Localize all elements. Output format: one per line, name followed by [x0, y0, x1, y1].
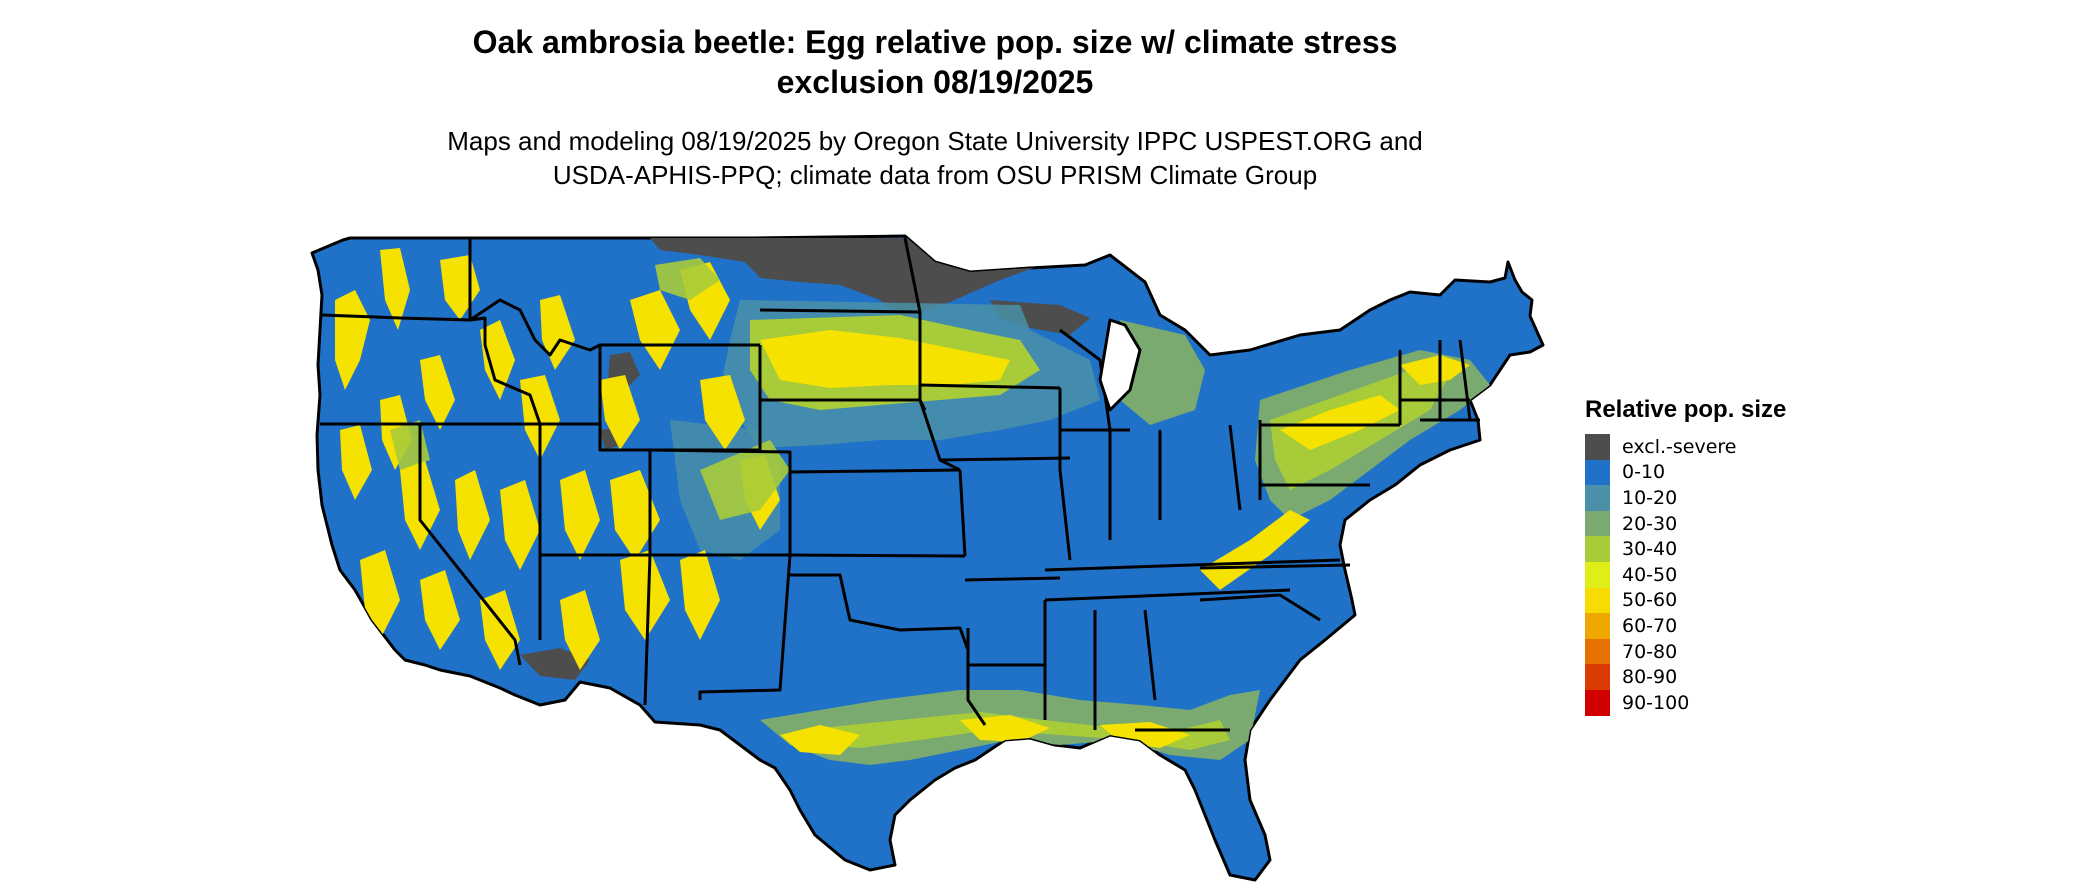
transition-belt-michigan [1120, 320, 1205, 425]
title-line-1: Oak ambrosia beetle: Egg relative pop. s… [472, 24, 1398, 60]
legend-items: excl.-severe 0-10 10-20 20-30 30-40 40-50 50-6… [1585, 434, 1786, 716]
legend-item: excl.-severe [1585, 434, 1786, 460]
legend-label: 10-20 [1622, 486, 1678, 509]
legend-swatch [1585, 510, 1610, 537]
legend-label: 40-50 [1622, 563, 1678, 586]
legend-item: 0-10 [1585, 459, 1786, 486]
legend-label: excl.-severe [1622, 435, 1737, 458]
western-mountain-lime [390, 258, 790, 520]
yellow-belt-ne-coast [1400, 355, 1470, 385]
legend-label: 60-70 [1622, 614, 1678, 637]
legend-label: 70-80 [1622, 640, 1678, 663]
legend-swatch [1585, 689, 1610, 716]
legend-label: 20-30 [1622, 512, 1678, 535]
subtitle-line-1: Maps and modeling 08/19/2025 by Oregon S… [447, 126, 1423, 156]
map-legend: Relative pop. size excl.-severe 0-10 10-20… [1585, 396, 1786, 716]
legend-item: 80-90 [1585, 664, 1786, 690]
legend-label: 50-60 [1622, 589, 1678, 612]
legend-item: 40-50 [1585, 561, 1786, 588]
legend-swatch [1585, 664, 1610, 690]
legend-item: 20-30 [1585, 510, 1786, 537]
population-overlay [335, 238, 1490, 765]
legend-swatch [1585, 459, 1610, 486]
map-title: Oak ambrosia beetle: Egg relative pop. s… [300, 22, 1570, 102]
legend-swatch [1585, 485, 1610, 511]
legend-swatch [1585, 613, 1610, 639]
legend-item: 30-40 [1585, 536, 1786, 562]
legend-item: 60-70 [1585, 613, 1786, 639]
legend-swatch [1585, 434, 1610, 460]
legend-label: 0-10 [1622, 461, 1666, 484]
yellow-belt-appalachian [1200, 510, 1310, 590]
legend-item: 10-20 [1585, 485, 1786, 511]
legend-label: 30-40 [1622, 538, 1678, 561]
map-subtitle: Maps and modeling 08/19/2025 by Oregon S… [300, 124, 1570, 192]
title-line-2: exclusion 08/19/2025 [776, 64, 1094, 100]
legend-label: 90-100 [1622, 691, 1690, 714]
legend-swatch [1585, 587, 1610, 614]
legend-swatch [1585, 638, 1610, 665]
excluded-region-arizona [520, 648, 590, 680]
legend-swatch [1585, 536, 1610, 562]
us-map [310, 234, 1545, 882]
legend-item: 70-80 [1585, 638, 1786, 665]
yellow-belt-gulf-texas [780, 725, 860, 755]
legend-title: Relative pop. size [1585, 396, 1787, 423]
legend-item: 50-60 [1585, 587, 1786, 614]
subtitle-line-2: USDA-APHIS-PPQ; climate data from OSU PR… [552, 160, 1318, 190]
legend-item: 90-100 [1585, 689, 1786, 716]
yellow-belt-pennsylvania [1280, 395, 1400, 450]
yellow-belt-northern-plains [760, 330, 1010, 388]
legend-swatch [1585, 561, 1610, 588]
legend-label: 80-90 [1622, 666, 1678, 689]
state-borders [320, 237, 1480, 732]
